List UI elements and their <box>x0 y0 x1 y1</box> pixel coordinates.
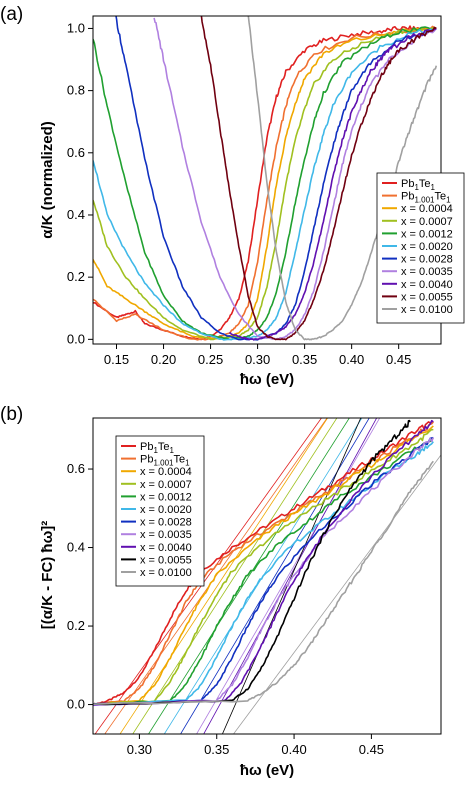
panel-a-legend-label-x-0-0055: x = 0.0055 <box>401 291 453 303</box>
panel-b-y-tick-label: 0.6 <box>67 461 85 476</box>
panel-b-series-line-x-0-0007 <box>93 428 434 706</box>
panel-b: (b) 0.30 0.35 0.40 0.45 0.0 0.2 0.4 0.6 ħω (eV… <box>0 404 442 779</box>
panel-a-series-line-x-0-0100 <box>247 16 438 341</box>
panel-a-series-line-x-0-0040 <box>229 27 437 341</box>
panel-a-legend-label-x-0-0028: x = 0.0028 <box>401 254 453 266</box>
panel-b-fit-line-x-0-0028 <box>180 418 370 734</box>
panel-a-series-line-x-0-0012 <box>93 26 437 341</box>
panel-a-legend-label-x-0-0020: x = 0.0020 <box>401 241 453 253</box>
panel-a-legend-label-pb1te1: Pb1Te1 <box>401 178 436 192</box>
panel-b-legend-label-x-0-0020: x = 0.0020 <box>140 504 192 516</box>
panel-b-legend-label-pb1-001te1: Pb1.001Te1 <box>140 454 190 468</box>
panel-a-y-tick-label: 1.0 <box>67 20 85 35</box>
panel-b-x-axis-label: ħω (eV) <box>240 762 294 779</box>
panel-b-fit-line-pb1te1 <box>94 418 322 734</box>
panel-b-legend-label-x-0-0028: x = 0.0028 <box>140 517 192 529</box>
panel-a-series-line-x-0-0055 <box>200 16 437 341</box>
panel-a-x-tick-label: 0.35 <box>292 352 317 367</box>
panel-b-frame <box>92 417 442 735</box>
panel-a-series <box>93 16 438 341</box>
panel-b-series-line-x-0-0028 <box>93 436 434 706</box>
panel-a-x-tick-label: 0.15 <box>104 352 129 367</box>
panel-a-x-axis-label: ħω (eV) <box>240 371 294 388</box>
panel-b-series-line-x-0-0100 <box>93 460 434 705</box>
panel-a-label: (a) <box>0 4 23 25</box>
panel-a-y-tick-label: 0.8 <box>67 83 85 98</box>
panel-a-x-tick-label: 0.25 <box>198 352 223 367</box>
panel-b-y-tick-label: 0.2 <box>67 618 85 633</box>
panel-b-legend-label-pb1te1: Pb1Te1 <box>140 441 175 455</box>
panel-a-legend-label-x-0-0012: x = 0.0012 <box>401 228 453 240</box>
panel-b-y-tick-label: 0.0 <box>67 697 85 712</box>
panel-b-x-ticks: 0.30 0.35 0.40 0.45 <box>127 734 384 757</box>
panel-a-y-tick-label: 0.6 <box>67 145 85 160</box>
panel-b-y-axis-label: [(α/K - FC) ħω]² <box>39 521 56 630</box>
panel-a: (a) 0.15 0.20 0.25 0.30 0.35 0.40 0.45 0.00.20… <box>0 4 465 388</box>
panel-a-y-tick-label: 0.4 <box>67 207 85 222</box>
panel-a-y-axis-label: α/K (normalized) <box>39 121 56 239</box>
panel-a-series-line-x-0-0004 <box>93 27 437 340</box>
panel-a-x-tick-label: 0.40 <box>339 352 364 367</box>
panel-a-series-line-x-0-0020 <box>93 27 437 341</box>
panel-a-y-tick-label: 0.2 <box>67 269 85 284</box>
panel-b-x-tick-label: 0.40 <box>281 742 306 757</box>
panel-b-series-line-pb1te1 <box>93 421 434 706</box>
panel-b-series <box>93 418 441 734</box>
panel-b-y-tick-label: 0.4 <box>67 540 85 555</box>
panel-b-fit-line-x-0-0040 <box>203 418 377 734</box>
panel-a-legend-label-x-0-0040: x = 0.0040 <box>401 279 453 291</box>
panel-b-legend-label-x-0-0004: x = 0.0004 <box>140 466 192 478</box>
panel-a-legend-label-x-0-0004: x = 0.0004 <box>401 203 453 215</box>
panel-a-legend-box <box>376 172 465 324</box>
panel-a-series-line-pb1-001te1 <box>93 25 437 341</box>
panel-b-fit-line-x-0-0004 <box>119 418 328 734</box>
panel-b-series-line-x-0-0035 <box>93 437 435 706</box>
panel-a-x-tick-label: 0.20 <box>151 352 176 367</box>
panel-a-x-tick-label: 0.45 <box>386 352 411 367</box>
panel-b-legend-label-x-0-0040: x = 0.0040 <box>140 542 192 554</box>
panel-a-x-ticks: 0.15 0.20 0.25 0.30 0.35 0.40 0.45 <box>104 344 411 367</box>
panel-b-x-tick-label: 0.35 <box>204 742 229 757</box>
panel-a-legend-label-pb1-001te1: Pb1.001Te1 <box>401 191 451 205</box>
panel-b-series-line-x-0-0020 <box>93 441 434 707</box>
panel-b-fit-line-x-0-0035 <box>196 418 381 734</box>
panel-b-x-tick-label: 0.30 <box>127 742 152 757</box>
panel-a-series-line-x-0-0028 <box>115 16 437 341</box>
panel-b-fit-line-x-0-0012 <box>148 418 350 734</box>
panel-b-label: (b) <box>0 404 23 425</box>
panel-b-legend-label-x-0-0007: x = 0.0007 <box>140 479 192 491</box>
panel-a-legend-label-x-0-0100: x = 0.0100 <box>401 304 453 316</box>
panel-b-legend-label-x-0-0055: x = 0.0055 <box>140 554 192 566</box>
panel-a-series-line-x-0-0007 <box>93 27 437 341</box>
panel-a-y-tick-label: 0.0 <box>67 331 85 346</box>
panel-a-x-tick-label: 0.30 <box>245 352 270 367</box>
panel-a-y-ticks: 0.0 0.2 0.4 0.6 0.8 1.0 <box>67 20 93 346</box>
panel-b-fit-line-x-0-0055 <box>222 418 362 734</box>
panel-a-series-line-x-0-0035 <box>153 17 437 340</box>
panel-b-series-line-x-0-0055 <box>93 419 411 706</box>
panel-b-legend-label-x-0-0012: x = 0.0012 <box>140 491 192 503</box>
panel-b-fit-line-x-0-0100 <box>233 454 441 734</box>
panel-b-legend-label-x-0-0100: x = 0.0100 <box>140 567 192 579</box>
panel-b-legend-box <box>115 435 205 587</box>
panel-a-legend-label-x-0-0007: x = 0.0007 <box>401 216 453 228</box>
panel-b-fit-line-x-0-0007 <box>132 418 338 734</box>
panel-a-legend-label-x-0-0035: x = 0.0035 <box>401 266 453 278</box>
panel-b-series-line-x-0-0040 <box>93 419 434 706</box>
panel-b-x-tick-label: 0.45 <box>359 742 384 757</box>
panel-b-legend-label-x-0-0035: x = 0.0035 <box>140 529 192 541</box>
panel-b-y-ticks: 0.0 0.2 0.4 0.6 <box>67 461 93 712</box>
